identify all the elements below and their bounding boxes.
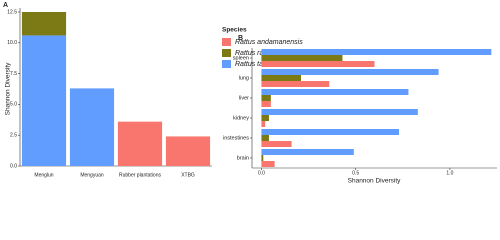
x-tick-label: 0.0	[258, 170, 265, 176]
bar	[21, 35, 67, 166]
bar	[261, 155, 264, 161]
y-tick-label: 10.0	[7, 40, 17, 46]
legend-text: Rattus tanezumi	[235, 61, 286, 68]
bar	[261, 95, 271, 101]
bar	[261, 149, 354, 155]
y-tick-label: 0.0	[10, 163, 17, 169]
legend-swatch	[222, 49, 231, 57]
y-tick-label: liver	[239, 95, 249, 101]
bar	[261, 141, 292, 147]
bar	[261, 61, 375, 67]
y-tick-label: instestines	[223, 135, 249, 141]
panel-label: B	[238, 35, 243, 42]
x-axis-title: Shannon Diversity	[348, 178, 401, 185]
bar	[261, 129, 399, 135]
panel-label: A	[3, 2, 8, 9]
y-tick-label: kidney	[233, 115, 249, 121]
y-tick-label: 2.5	[10, 133, 17, 139]
x-tick-label: Menglun	[34, 172, 53, 178]
bar	[261, 55, 343, 61]
bar	[261, 75, 301, 81]
y-tick-label: brain	[237, 155, 249, 161]
x-tick-label: XTBG	[181, 172, 195, 178]
figure: A B Shannon Diversity Shannon Diversity …	[3, 2, 497, 185]
legend-swatch	[222, 38, 231, 46]
y-tick-label: 5.0	[10, 102, 17, 108]
legend-text: Rattus rattus	[235, 50, 275, 57]
y-tick-label: 7.5	[10, 71, 17, 77]
bar	[261, 81, 330, 87]
x-tick-label: Rubber plantations	[119, 172, 161, 178]
bar	[117, 121, 163, 166]
bar	[69, 88, 115, 166]
bar	[165, 136, 211, 166]
bar	[261, 115, 269, 121]
legend-title: Species	[222, 27, 247, 34]
bar	[261, 161, 275, 167]
bar	[21, 12, 67, 36]
legend-swatch	[222, 60, 231, 68]
bar	[261, 89, 409, 95]
bar	[261, 49, 492, 55]
bar	[261, 135, 269, 141]
bar	[261, 121, 266, 127]
y-tick-label: 12.5	[7, 9, 17, 15]
legend-text: Rattus andamanensis	[235, 39, 303, 46]
bar	[261, 69, 439, 75]
y-tick-label: lung	[239, 75, 249, 81]
y-axis-title: Shannon Diversity	[5, 62, 12, 115]
y-tick-label: spleen	[233, 55, 249, 61]
x-tick-label: Mengyuan	[80, 172, 104, 178]
x-tick-label: 1.0	[446, 170, 453, 176]
bar	[261, 101, 271, 107]
x-tick-label: 0.5	[352, 170, 359, 176]
bar	[261, 109, 418, 115]
